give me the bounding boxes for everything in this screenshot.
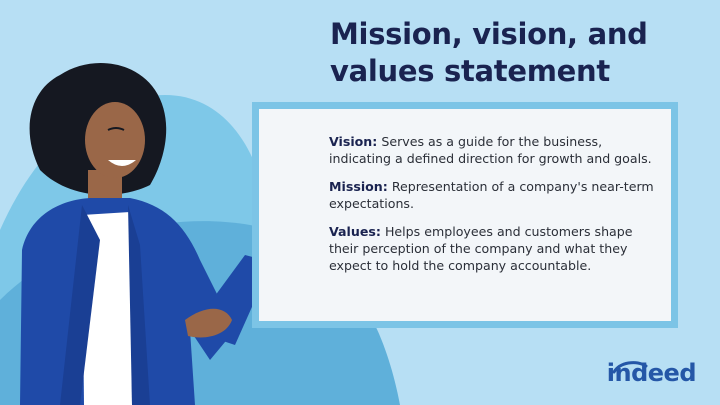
definition-values: Values: Helps employees and customers sh… [329, 223, 657, 274]
definition-vision: Vision: Serves as a guide for the busine… [329, 133, 657, 167]
slide-title-line-2: values statement [330, 54, 610, 88]
definition-term: Vision: [329, 134, 378, 149]
definition-term: Mission: [329, 179, 388, 194]
definition-text: Representation of a company's near-term … [329, 179, 654, 211]
board-content: Vision: Serves as a guide for the busine… [259, 109, 671, 321]
presenter-woman-pointing-icon [20, 63, 315, 405]
presentation-board: Vision: Serves as a guide for the busine… [252, 102, 678, 328]
indeed-logo: indeed [606, 359, 697, 387]
definition-term: Values: [329, 224, 381, 239]
indeed-logo-arc-icon [612, 361, 648, 374]
slide-title: Mission, vision, and values statement [330, 16, 710, 90]
definition-mission: Mission: Representation of a company's n… [329, 178, 657, 212]
slide-title-line-1: Mission, vision, and [330, 17, 648, 51]
definition-text: Serves as a guide for the business, indi… [329, 134, 652, 166]
definition-text: Helps employees and customers shape thei… [329, 224, 633, 273]
